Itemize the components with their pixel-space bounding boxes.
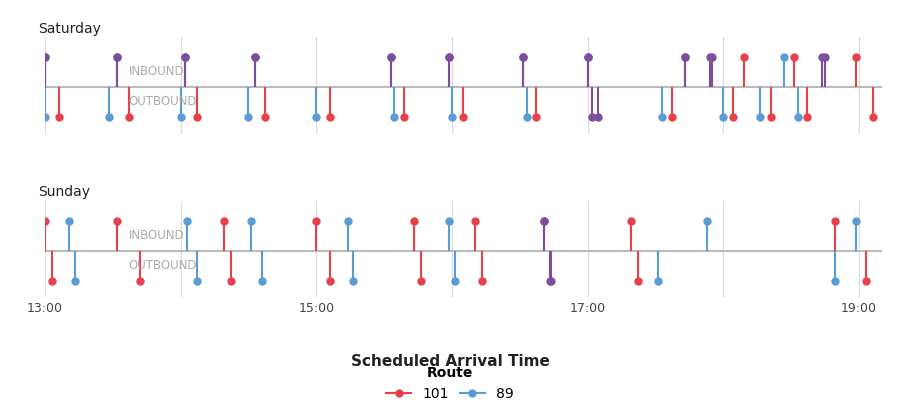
Text: INBOUND: INBOUND [129,65,184,78]
Text: OUTBOUND: OUTBOUND [129,95,197,109]
Text: INBOUND: INBOUND [129,229,184,242]
Text: Scheduled Arrival Time: Scheduled Arrival Time [351,354,549,369]
Legend: 101, 89: 101, 89 [381,360,519,406]
Text: OUTBOUND: OUTBOUND [129,259,197,272]
Text: Sunday: Sunday [38,185,90,199]
Text: Saturday: Saturday [38,21,101,36]
